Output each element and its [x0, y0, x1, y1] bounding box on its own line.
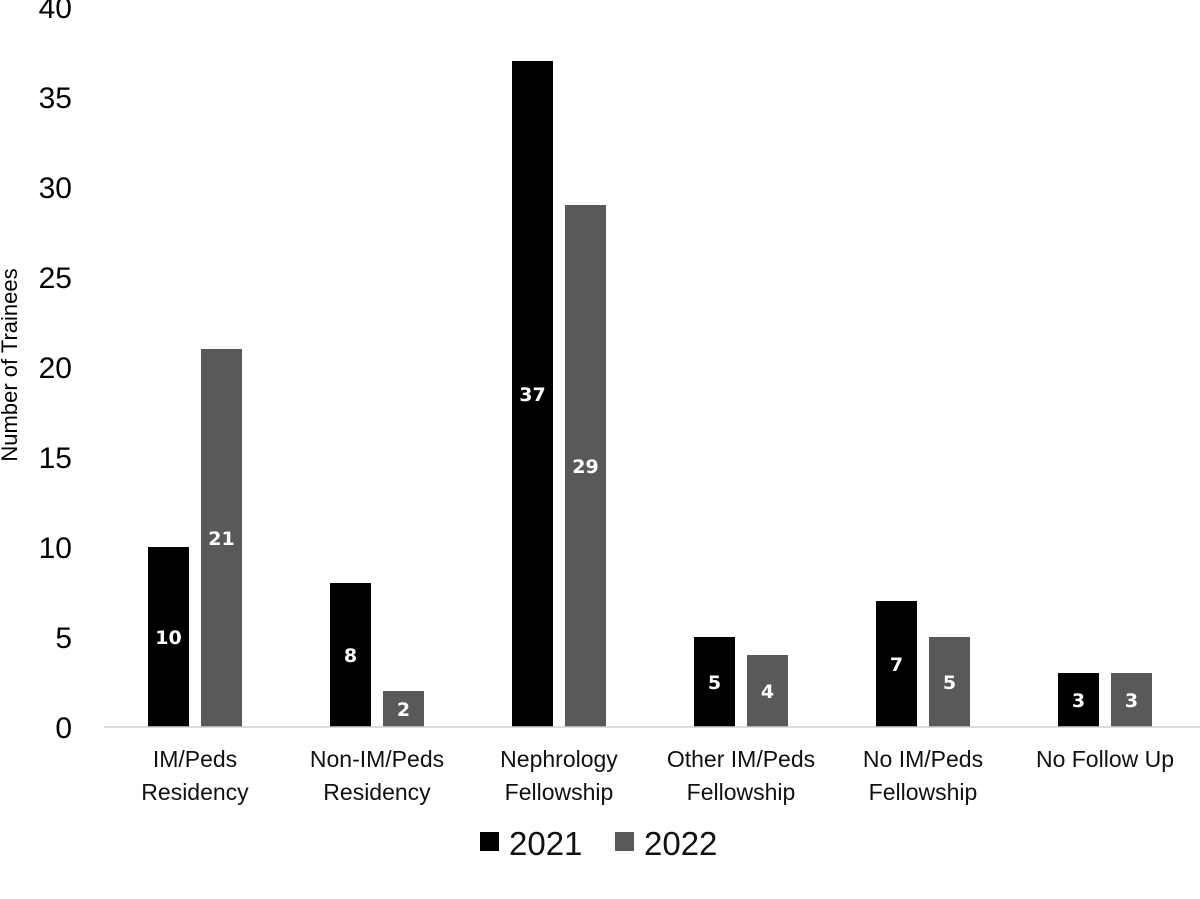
bar-2022-1 [383, 691, 424, 727]
y-axis: 0 5 10 15 20 25 30 35 40 [39, 0, 72, 745]
x-category-label: No Follow Up [1036, 746, 1174, 772]
x-category-label: Nephrology [500, 746, 618, 772]
data-label: 5 [708, 672, 721, 694]
y-tick-label: 40 [39, 0, 72, 25]
legend: 2021 2022 [480, 825, 717, 862]
x-category-label: IM/Peds [153, 746, 237, 772]
legend-swatch-2021 [480, 832, 499, 851]
data-label: 37 [519, 384, 545, 406]
x-category-label: Non-IM/Peds [310, 746, 444, 772]
x-category-label: Residency [323, 779, 431, 805]
data-label: 3 [1125, 690, 1138, 712]
x-axis: IM/Peds Residency Non-IM/Peds Residency Neph… [141, 746, 1174, 805]
x-category-label: Fellowship [687, 779, 796, 805]
y-tick-label: 25 [39, 262, 72, 295]
y-tick-label: 30 [39, 172, 72, 205]
bar-2022-0 [201, 349, 242, 727]
x-category-label: Fellowship [505, 779, 614, 805]
bar-2021-4 [876, 601, 917, 727]
x-category-label: Fellowship [869, 779, 978, 805]
y-tick-label: 0 [55, 712, 72, 745]
data-label: 4 [761, 681, 774, 703]
bar-2021-5 [1058, 673, 1099, 727]
y-tick-label: 15 [39, 442, 72, 475]
bar-2021-0 [148, 547, 189, 727]
x-category-label: Residency [141, 779, 249, 805]
legend-swatch-2022 [615, 832, 634, 851]
data-label: 10 [155, 627, 181, 649]
data-label: 21 [208, 528, 234, 550]
bar-2021-3 [694, 637, 735, 727]
data-label: 7 [890, 654, 903, 676]
bar-2022-3 [747, 655, 788, 727]
data-label: 5 [943, 672, 956, 694]
data-label: 29 [572, 456, 598, 478]
x-category-label: No IM/Peds [863, 746, 983, 772]
y-axis-label: Number of Trainees [0, 268, 22, 461]
data-label: 2 [397, 699, 410, 721]
bar-2022-2 [565, 205, 606, 727]
bar-2021-2 [512, 61, 553, 727]
bar-2022-5 [1111, 673, 1152, 727]
data-label: 8 [344, 645, 357, 667]
bar-2022-4 [929, 637, 970, 727]
bar-2021-1 [330, 583, 371, 727]
legend-label: 2022 [644, 825, 717, 862]
data-label: 3 [1072, 690, 1085, 712]
y-tick-label: 20 [39, 352, 72, 385]
x-category-label: Other IM/Peds [667, 746, 815, 772]
bars: 10 8 37 5 7 3 21 2 29 4 5 3 [148, 61, 1152, 727]
y-tick-label: 5 [55, 622, 72, 655]
y-tick-label: 35 [39, 82, 72, 115]
y-tick-label: 10 [39, 532, 72, 565]
legend-label: 2021 [509, 825, 582, 862]
